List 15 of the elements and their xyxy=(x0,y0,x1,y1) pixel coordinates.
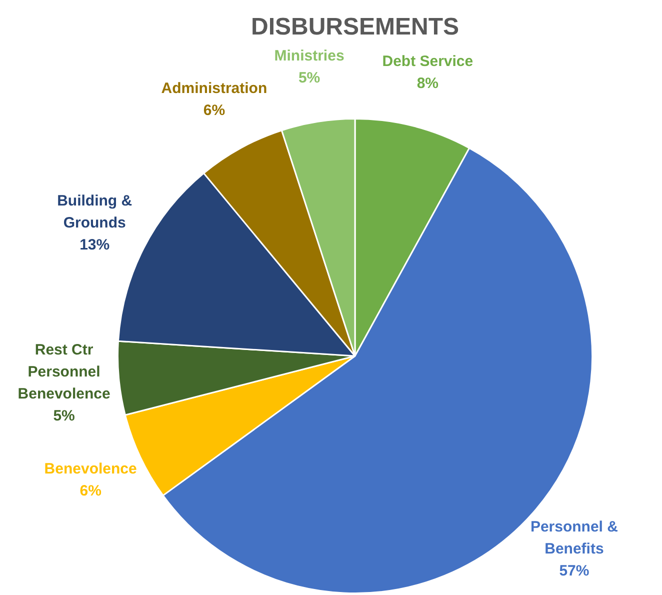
data-label: 5% xyxy=(53,408,75,425)
slice-label: Rest Ctr Personnel Benevolence xyxy=(18,342,110,403)
data-label: 5% xyxy=(298,69,320,86)
slice-label: Benevolence xyxy=(44,460,137,478)
slice-label: Administration xyxy=(161,80,268,98)
slice-label: Building & Grounds xyxy=(57,192,132,232)
data-label: 6% xyxy=(203,102,226,120)
data-label: 13% xyxy=(80,236,110,254)
data-label: 8% xyxy=(416,75,439,92)
slice-label: Personnel & Benefits xyxy=(530,518,618,558)
data-label: 57% xyxy=(559,562,590,580)
chart-title: DISBURSEMENTS xyxy=(250,14,460,41)
slice-label: Debt Service xyxy=(382,53,474,70)
slice-label: Ministries xyxy=(274,47,344,64)
data-label: 6% xyxy=(80,482,102,500)
